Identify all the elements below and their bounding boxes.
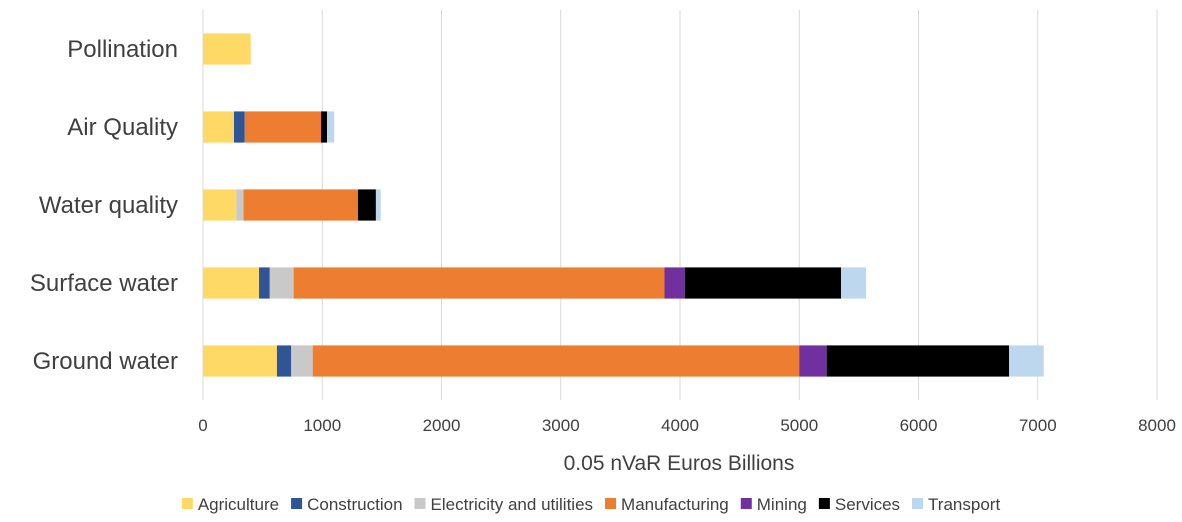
bars: [203, 33, 1044, 377]
bar-segment-manufacturing: [243, 189, 359, 221]
legend-item: Mining: [740, 495, 807, 514]
legend-item: Electricity and utilities: [414, 495, 594, 514]
legend-swatch: [818, 498, 830, 509]
bar-segment-transport: [1009, 345, 1044, 377]
legend-swatch: [181, 498, 193, 509]
x-tick-labels: 0 1000 2000 3000 4000 5000 6000 7000 8000: [198, 416, 1176, 435]
bar-segment-services: [358, 189, 376, 221]
x-tick-label: 2000: [423, 416, 461, 435]
bar-segment-mining: [664, 267, 685, 299]
bar-segment-services: [826, 345, 1010, 377]
bar-segment-transport: [327, 111, 335, 143]
bar-segment-agriculture: [203, 345, 277, 377]
legend-label: Manufacturing: [621, 495, 729, 514]
bar-segment-electricity-and-utilities: [291, 345, 313, 377]
bar-segment-electricity-and-utilities: [269, 267, 294, 299]
legend-swatch: [912, 498, 924, 509]
x-tick-label: 4000: [661, 416, 699, 435]
bar-segment-transport: [840, 267, 867, 299]
bar-segment-agriculture: [203, 33, 251, 65]
legend-item: Transport: [912, 495, 1000, 514]
legend-label: Transport: [928, 495, 1000, 514]
legend-label: Agriculture: [198, 495, 279, 514]
x-tick-label: 8000: [1138, 416, 1176, 435]
x-tick-label: 3000: [542, 416, 580, 435]
legend-item: Agriculture: [181, 495, 279, 514]
legend-label: Electricity and utilities: [431, 495, 594, 514]
bar-segment-mining: [799, 345, 827, 377]
x-tick-label: 5000: [780, 416, 818, 435]
bar-segment-construction: [259, 267, 270, 299]
category-labels: Pollination Air Quality Water quality Surfa…: [30, 36, 178, 375]
bar-segment-construction: [276, 345, 292, 377]
legend-item: Services: [818, 495, 900, 514]
x-tick-label: 0: [198, 416, 207, 435]
bar-segment-agriculture: [203, 267, 260, 299]
bar-segment-manufacturing: [293, 267, 665, 299]
bar-segment-manufacturing: [244, 111, 322, 143]
legend: Agriculture Construction Electricity and u…: [181, 495, 1000, 514]
category-label: Ground water: [33, 348, 178, 375]
x-tick-label: 7000: [1019, 416, 1057, 435]
legend-label: Services: [835, 495, 900, 514]
bar-segment-services: [321, 111, 328, 143]
legend-swatch: [414, 498, 426, 509]
legend-swatch: [291, 498, 303, 509]
x-tick-label: 1000: [303, 416, 341, 435]
legend-item: Construction: [291, 495, 403, 514]
bar-segment-agriculture: [203, 111, 235, 143]
legend-label: Construction: [307, 495, 402, 514]
category-label: Water quality: [39, 192, 178, 219]
bar-segment-services: [684, 267, 841, 299]
legend-item: Manufacturing: [605, 495, 729, 514]
legend-swatch: [605, 498, 617, 509]
bar-segment-transport: [375, 189, 381, 221]
legend-swatch: [740, 498, 752, 509]
gridlines: [202, 10, 1158, 400]
x-tick-label: 6000: [900, 416, 938, 435]
x-axis-title: 0.05 nVaR Euros Billions: [564, 452, 795, 475]
category-label: Surface water: [30, 270, 178, 297]
bar-segment-electricity-and-utilities: [236, 189, 244, 221]
category-label: Air Quality: [67, 114, 178, 141]
bar-segment-agriculture: [203, 189, 237, 221]
category-label: Pollination: [67, 36, 178, 63]
bar-segment-construction: [234, 111, 245, 143]
bar-segment-manufacturing: [312, 345, 800, 377]
legend-label: Mining: [757, 495, 807, 514]
